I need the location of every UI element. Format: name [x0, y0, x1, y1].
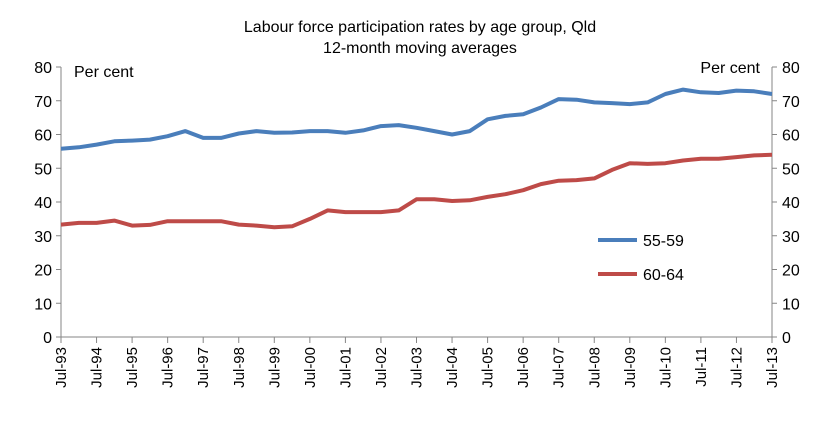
x-tick-label: Jul-10	[657, 347, 674, 388]
x-tick-label: Jul-13	[764, 347, 781, 388]
x-tick-label: Jul-09	[622, 347, 639, 388]
y-tick-label-left: 30	[34, 229, 52, 246]
x-tick-label: Jul-95	[124, 347, 141, 388]
x-tick-label: Jul-96	[160, 347, 177, 388]
x-tick-label: Jul-02	[373, 347, 390, 388]
y-tick-label-right: 30	[782, 229, 800, 246]
x-tick-label: Jul-00	[302, 347, 319, 388]
y-tick-label-left: 10	[34, 296, 52, 313]
y-tick-label-right: 50	[782, 161, 800, 178]
legend-label-60-64: 60-64	[643, 267, 684, 284]
x-tick-label: Jul-01	[337, 347, 354, 388]
y-tick-label-left: 20	[34, 263, 52, 280]
y-tick-label-left: 50	[34, 161, 52, 178]
y-tick-label-right: 40	[782, 195, 800, 212]
x-tick-label: Jul-12	[728, 347, 745, 388]
series-line-55-59	[60, 87, 773, 151]
y-tick-label-right: 20	[782, 263, 800, 280]
y-axis-label-left: Per cent	[74, 64, 134, 81]
x-tick-label: Jul-08	[586, 347, 603, 388]
y-axis-label-right: Per cent	[700, 60, 760, 77]
x-tick-label: Jul-98	[231, 347, 248, 388]
x-tick-label: Jul-97	[195, 347, 212, 388]
y-tick-label-right: 80	[782, 60, 800, 77]
x-tick-label: Jul-11	[693, 347, 710, 387]
chart-subtitle: 12-month moving averages	[323, 40, 517, 57]
y-tick-label-left: 60	[34, 128, 52, 145]
x-tick-label: Jul-05	[480, 347, 497, 388]
y-tick-label-left: 80	[34, 60, 52, 77]
x-tick-label: Jul-99	[266, 347, 283, 388]
y-tick-label-right: 10	[782, 296, 800, 313]
y-tick-label-right: 60	[782, 128, 800, 145]
x-tick-label: Jul-94	[89, 347, 106, 388]
y-tick-label-left: 40	[34, 195, 52, 212]
legend-label-55-59: 55-59	[643, 233, 684, 250]
x-tick-label: Jul-06	[515, 347, 532, 388]
y-tick-label-right: 0	[782, 330, 791, 347]
legend: 55-59 60-64	[598, 233, 684, 284]
y-tick-label-left: 0	[43, 330, 52, 347]
chart-title: Labour force participation rates by age …	[244, 19, 596, 36]
series-line-60-64	[60, 152, 773, 230]
x-tick-label: Jul-93	[53, 347, 70, 388]
x-tick-label: Jul-04	[444, 347, 461, 388]
x-tick-label: Jul-03	[409, 347, 426, 388]
y-tick-label-left: 70	[34, 94, 52, 111]
x-tick-label: Jul-07	[551, 347, 568, 388]
y-tick-label-right: 70	[782, 94, 800, 111]
